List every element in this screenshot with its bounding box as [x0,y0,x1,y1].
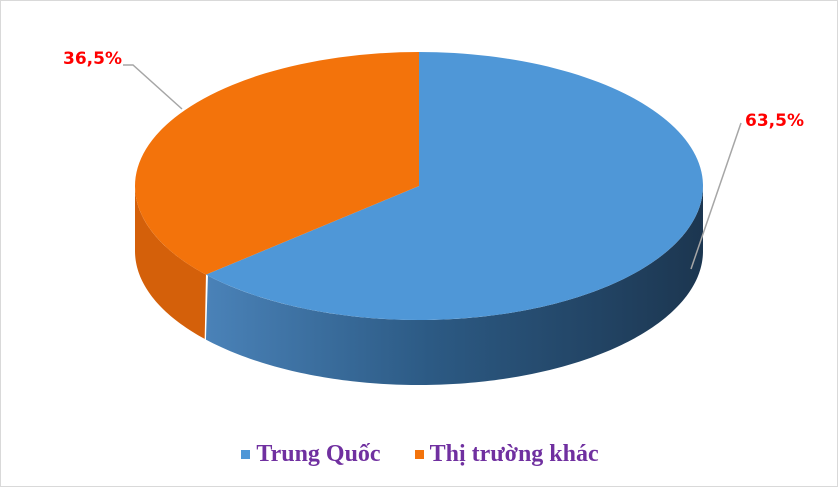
slice-trung-quoc[interactable] [205,52,703,320]
data-label-thi-truong-khac: 36,5% [63,49,122,69]
legend: Trung Quốc Thị trường khác [1,441,837,468]
legend-label: Thị trường khác [429,441,599,467]
leader-line-trung-quoc [690,122,742,270]
legend-item-trung-quoc[interactable]: Trung Quốc [241,441,381,468]
slice-side-thi-truong-khac [135,186,206,339]
legend-label: Trung Quốc [256,441,381,467]
slice-side-trung-quoc [205,186,704,385]
legend-item-thi-truong-khac[interactable]: Thị trường khác [414,441,599,468]
legend-swatch-orange [414,450,424,459]
slice-thi-truong-khac[interactable] [135,52,419,275]
leader-line-thi-truong-khac [123,64,183,110]
legend-swatch-blue [241,450,251,459]
data-label-trung-quoc: 63,5% [745,111,804,131]
